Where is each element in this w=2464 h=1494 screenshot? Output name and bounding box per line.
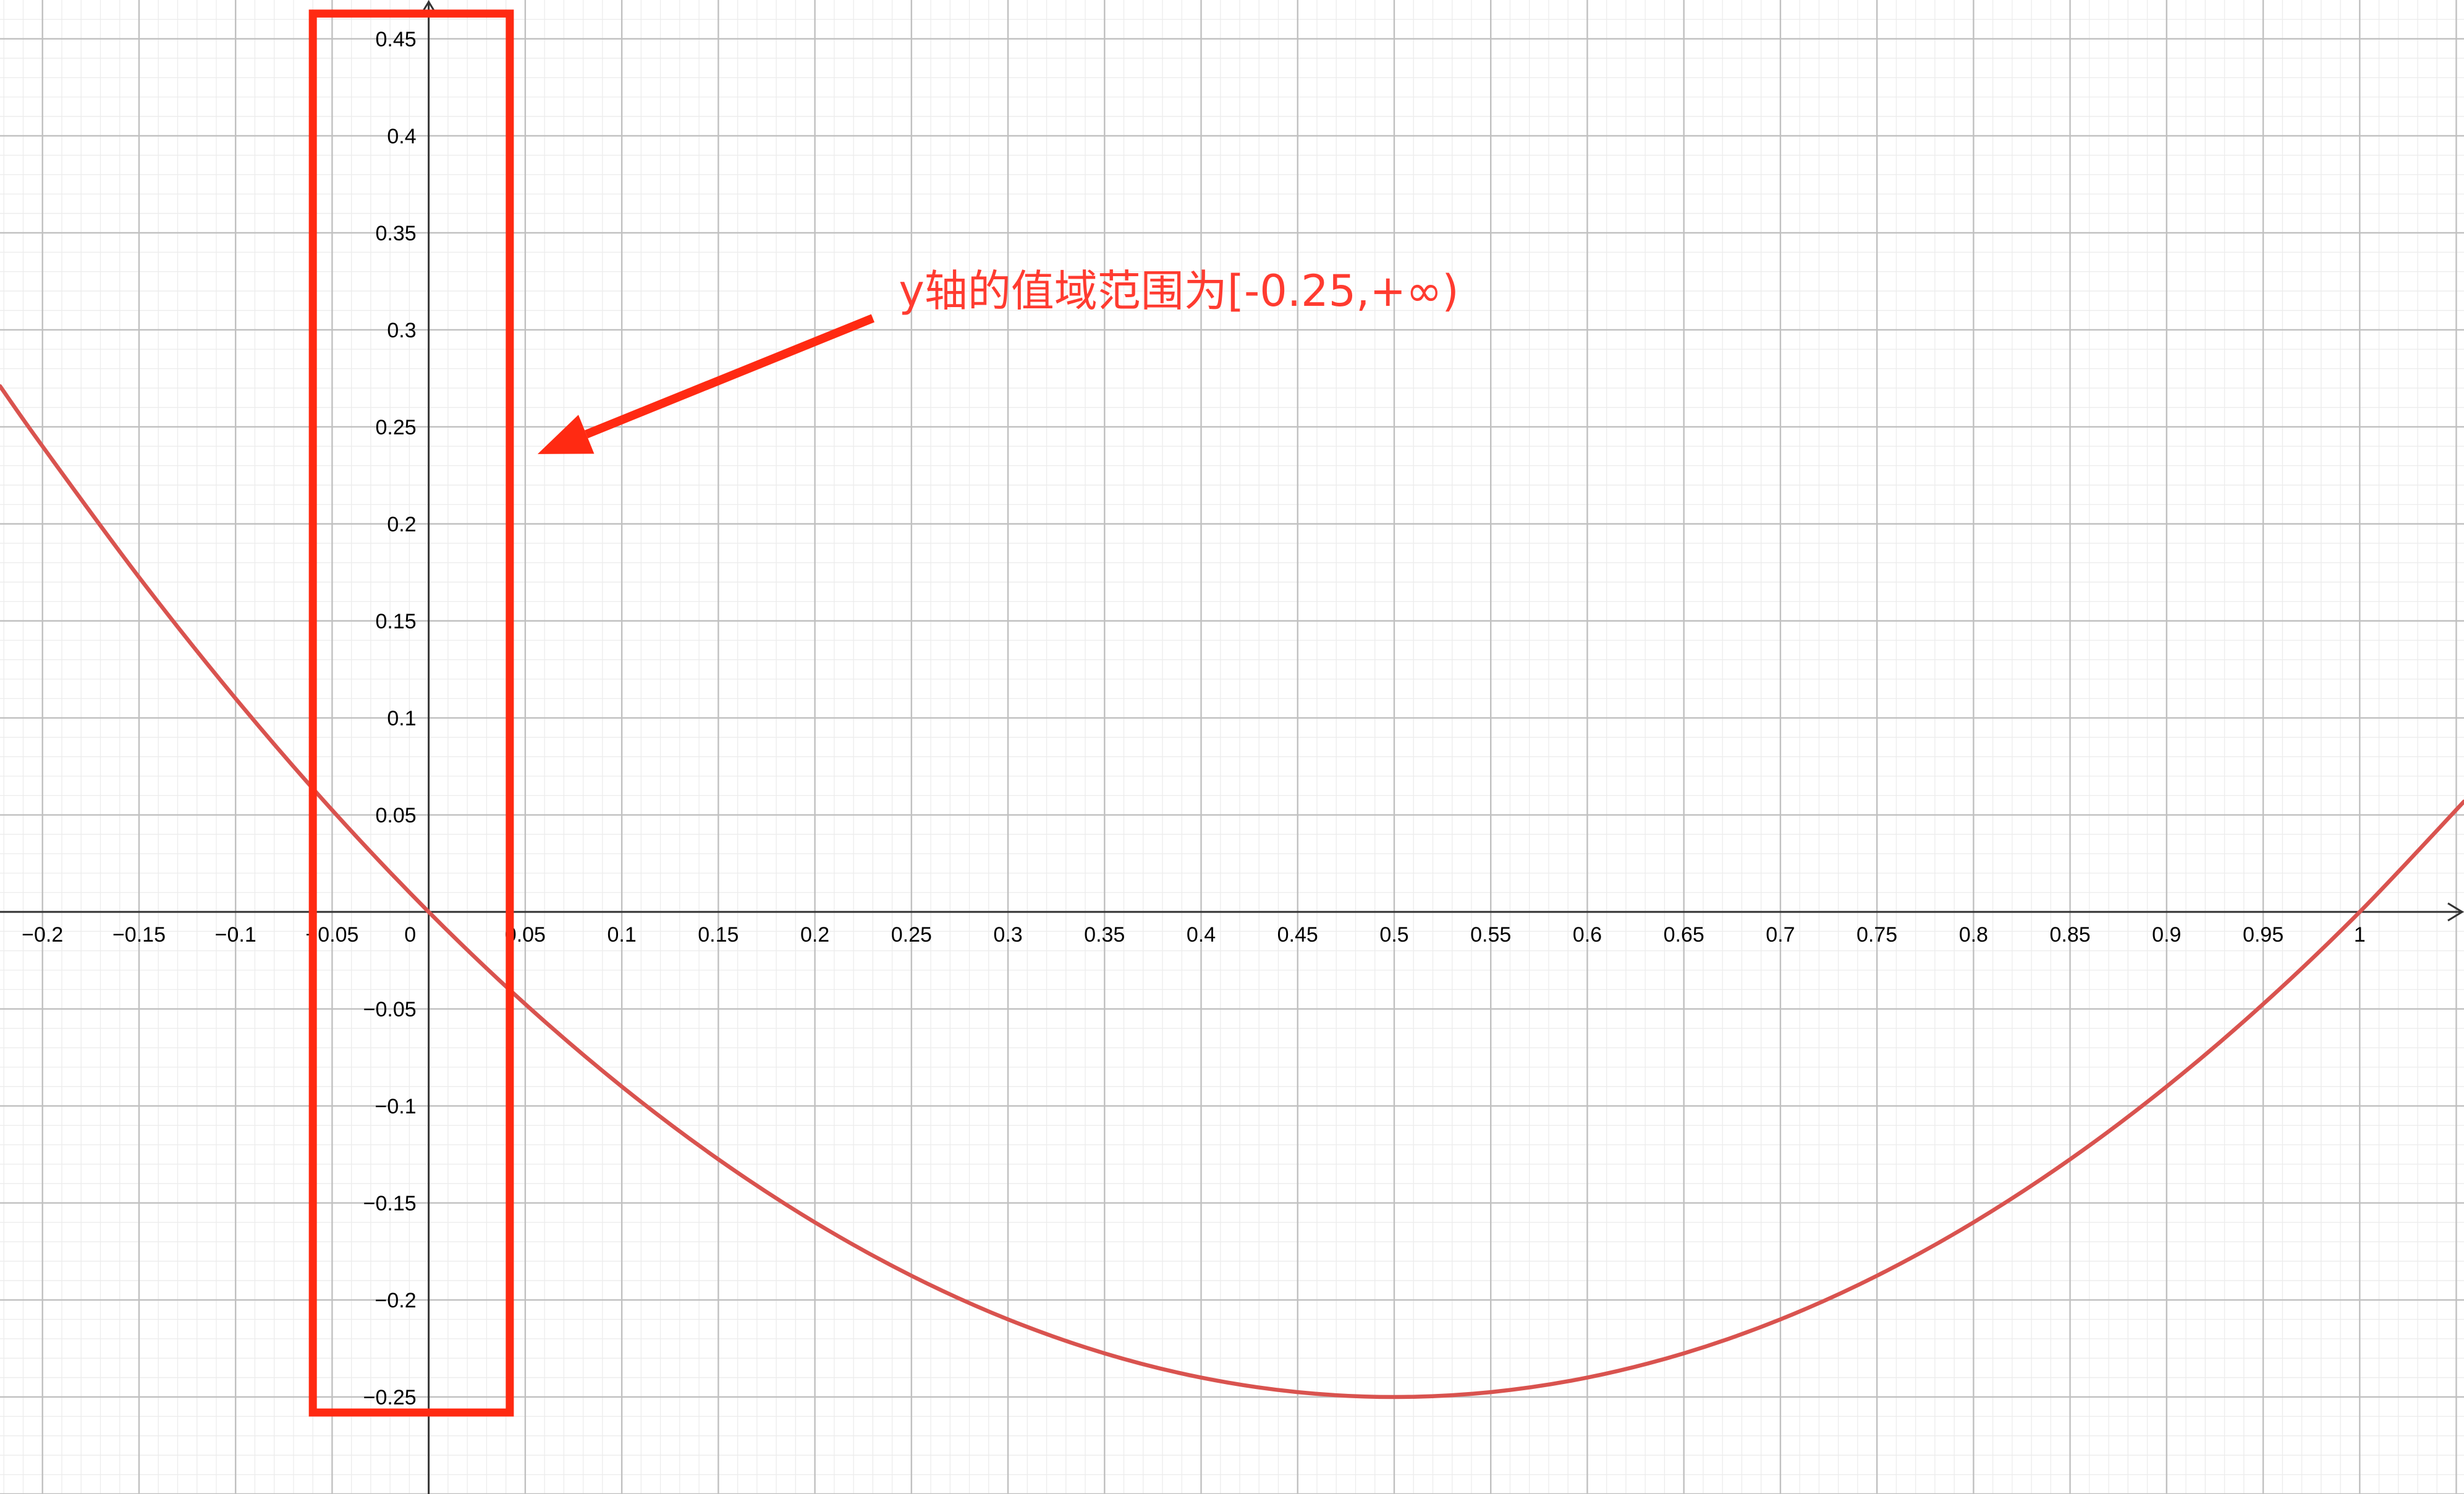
y-tick-label: 0.05 — [375, 804, 416, 827]
x-tick-label: 0.15 — [698, 923, 739, 947]
x-tick-label: 0.7 — [1766, 923, 1795, 947]
annotation-text: y轴的值域范围为[-0.25,+∞) — [899, 266, 1459, 316]
x-tick-label: −0.1 — [215, 923, 256, 947]
x-tick-label: 0 — [404, 923, 416, 947]
y-tick-label: 0.35 — [375, 222, 416, 245]
x-tick-label: 0.35 — [1084, 923, 1125, 947]
y-tick-label: 0.45 — [375, 28, 416, 51]
y-tick-label: 0.25 — [375, 416, 416, 439]
y-tick-label: −0.15 — [363, 1192, 417, 1215]
y-tick-label: −0.25 — [363, 1386, 417, 1409]
x-tick-labels: −0.2 −0.15 −0.1 −0.05 0 0.05 0.1 0.15 0.2 0.25 0.3… — [22, 923, 2366, 947]
x-axis-arrowhead — [2447, 902, 2464, 922]
annotation-arrow-shaft — [585, 314, 874, 439]
annotation-layer: y轴的值域范围为[-0.25,+∞) — [537, 266, 1459, 454]
x-tick-label: 0.75 — [1856, 923, 1897, 947]
x-tick-label: 0.4 — [1187, 923, 1216, 947]
y-tick-labels: 0.45 0.4 0.35 0.3 0.25 0.2 0.15 0.1 0.05 −0.05 −0.… — [363, 28, 417, 1409]
x-tick-label: 0.3 — [993, 923, 1022, 947]
y-tick-label: 0.15 — [375, 610, 416, 633]
y-tick-label: 0.2 — [387, 513, 416, 536]
annotation-arrowhead — [537, 415, 595, 454]
x-tick-label: 0.45 — [1277, 923, 1318, 947]
x-tick-label: 0.95 — [2243, 923, 2284, 947]
x-tick-label: 0.25 — [891, 923, 932, 947]
x-tick-label: −0.2 — [22, 923, 63, 947]
x-tick-label: 1 — [2354, 923, 2366, 947]
highlight-layer — [308, 9, 514, 1417]
series-line-0 — [0, 384, 2464, 1399]
x-tick-label: 0.8 — [1959, 923, 1988, 947]
x-tick-label: 0.65 — [1664, 923, 1704, 947]
x-tick-label: 0.1 — [607, 923, 636, 947]
x-tick-label: −0.15 — [112, 923, 166, 947]
x-tick-label: 0.9 — [2152, 923, 2181, 947]
y-tick-label: 0.4 — [387, 125, 416, 148]
x-tick-label: 0.5 — [1379, 923, 1408, 947]
y-tick-label: −0.05 — [363, 998, 417, 1021]
x-tick-label: 0.2 — [800, 923, 829, 947]
y-tick-label: −0.2 — [375, 1289, 417, 1312]
x-tick-label: 0.85 — [2049, 923, 2090, 947]
x-tick-label: 0.55 — [1470, 923, 1511, 947]
highlight-box — [308, 9, 514, 1417]
y-tick-label: 0.1 — [387, 707, 416, 730]
series-layer — [0, 384, 2464, 1399]
y-tick-label: −0.1 — [375, 1095, 417, 1118]
x-tick-label: 0.6 — [1573, 923, 1602, 947]
y-tick-label: 0.3 — [387, 319, 416, 342]
